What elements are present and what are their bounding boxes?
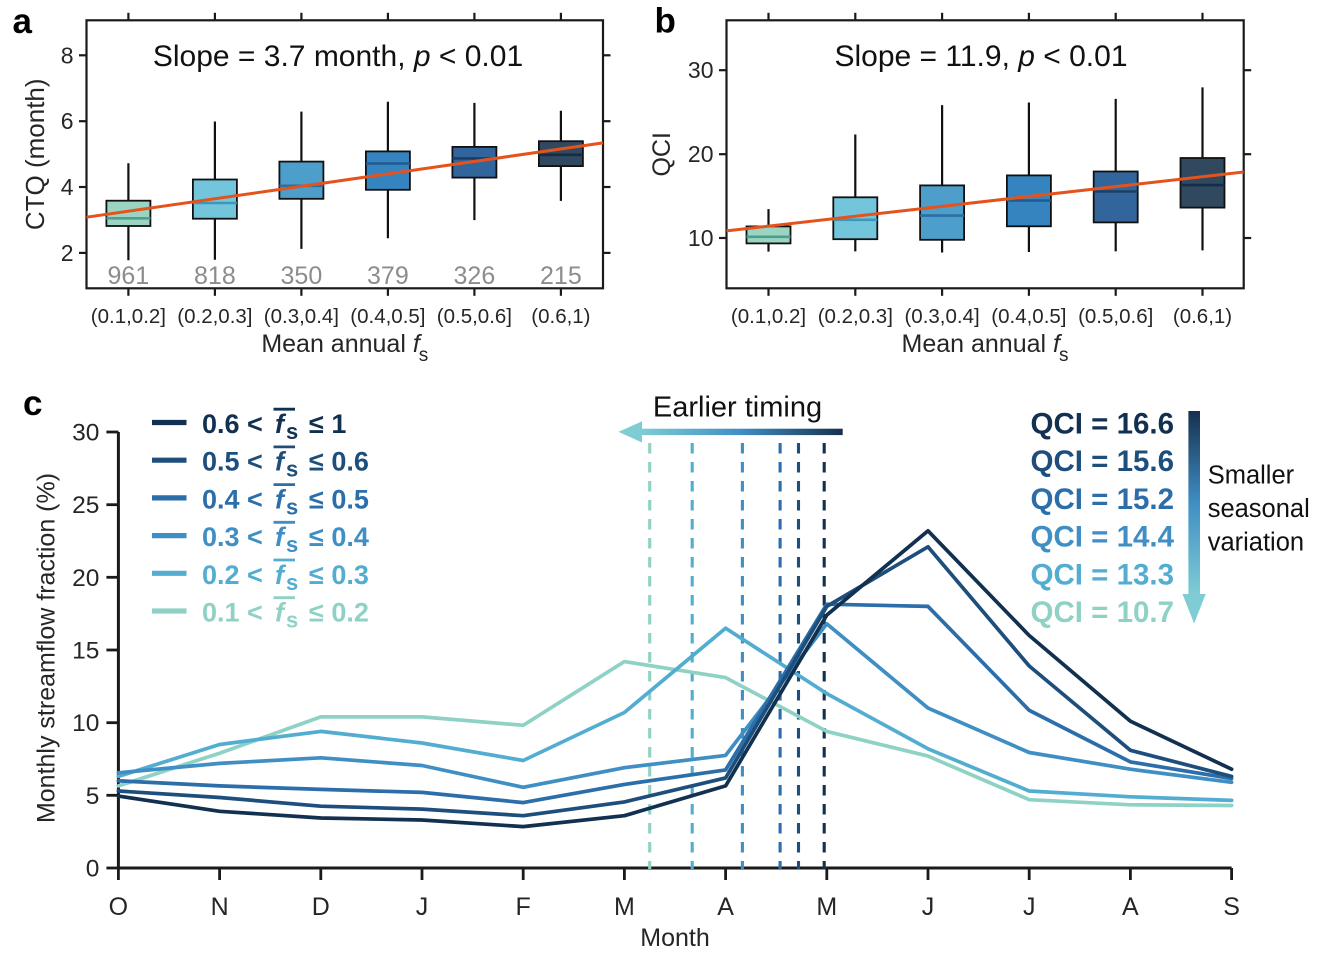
svg-text:(0.4,0.5]: (0.4,0.5] — [991, 305, 1066, 328]
svg-text:326: 326 — [454, 262, 496, 290]
svg-text:30: 30 — [72, 420, 99, 447]
svg-text:(0.5,0.6]: (0.5,0.6] — [1078, 305, 1153, 328]
svg-text:8: 8 — [61, 42, 74, 68]
svg-text:Monthly streamflow fraction (%: Monthly streamflow fraction (%) — [33, 473, 61, 823]
svg-text:4: 4 — [61, 174, 74, 200]
svg-text:215: 215 — [540, 262, 582, 290]
svg-text:variation: variation — [1208, 529, 1304, 557]
svg-text:350: 350 — [281, 262, 323, 290]
svg-text:N: N — [211, 893, 229, 921]
svg-text:b: b — [655, 2, 676, 41]
svg-text:Month: Month — [640, 924, 709, 952]
svg-text:(0.3,0.4]: (0.3,0.4] — [904, 305, 979, 328]
svg-text:A: A — [717, 893, 734, 921]
svg-text:QCI = 15.2: QCI = 15.2 — [1031, 483, 1174, 516]
svg-text:0.4 <fs≤ 0.5: 0.4 < fs ≤ 0.5 — [202, 484, 369, 519]
svg-text:25: 25 — [72, 492, 99, 519]
svg-text:5: 5 — [86, 783, 100, 810]
svg-text:0.1 <fs≤ 0.2: 0.1 < fs ≤ 0.2 — [202, 598, 369, 633]
svg-text:M: M — [614, 893, 635, 921]
svg-text:10: 10 — [72, 710, 99, 737]
svg-text:6: 6 — [61, 108, 74, 134]
svg-text:O: O — [109, 893, 128, 921]
svg-text:(0.4,0.5]: (0.4,0.5] — [350, 305, 425, 328]
svg-text:30: 30 — [688, 57, 714, 83]
svg-text:QCI = 16.6: QCI = 16.6 — [1031, 408, 1174, 441]
svg-text:(0.5,0.6]: (0.5,0.6] — [437, 305, 512, 328]
svg-text:379: 379 — [367, 262, 409, 290]
svg-text:961: 961 — [108, 262, 150, 290]
svg-text:0.3 <fs≤ 0.4: 0.3 < fs ≤ 0.4 — [202, 522, 369, 557]
svg-text:(0.3,0.4]: (0.3,0.4] — [264, 305, 339, 328]
svg-text:QCI = 10.7: QCI = 10.7 — [1031, 596, 1174, 629]
svg-text:A: A — [1122, 893, 1139, 921]
svg-text:S: S — [1223, 893, 1240, 921]
svg-text:QCI = 14.4: QCI = 14.4 — [1031, 521, 1175, 554]
svg-text:QCI = 15.6: QCI = 15.6 — [1031, 445, 1174, 478]
svg-text:a: a — [13, 2, 33, 41]
svg-text:15: 15 — [72, 638, 99, 665]
svg-text:(0.2,0.3]: (0.2,0.3] — [818, 305, 893, 328]
svg-text:10: 10 — [688, 225, 714, 251]
svg-text:J: J — [1023, 893, 1036, 921]
svg-text:F: F — [516, 893, 531, 921]
svg-text:Smaller: Smaller — [1208, 462, 1295, 490]
svg-text:2: 2 — [61, 240, 74, 266]
svg-text:Earlier timing: Earlier timing — [653, 391, 822, 423]
svg-text:seasonal: seasonal — [1208, 495, 1310, 523]
svg-text:(0.6,1): (0.6,1) — [531, 305, 590, 328]
svg-text:20: 20 — [72, 565, 99, 592]
svg-text:D: D — [312, 893, 330, 921]
svg-text:(0.1,0.2]: (0.1,0.2] — [731, 305, 806, 328]
svg-text:20: 20 — [688, 141, 714, 167]
svg-text:c: c — [23, 384, 42, 423]
svg-text:Slope = 3.7 month, p < 0.01: Slope = 3.7 month, p < 0.01 — [153, 40, 523, 73]
svg-text:(0.6,1): (0.6,1) — [1173, 305, 1232, 328]
svg-text:QCI: QCI — [648, 132, 676, 176]
svg-text:Slope = 11.9, p < 0.01: Slope = 11.9, p < 0.01 — [834, 40, 1127, 73]
svg-text:QCI = 13.3: QCI = 13.3 — [1031, 558, 1174, 591]
svg-text:(0.1,0.2]: (0.1,0.2] — [91, 305, 166, 328]
svg-text:M: M — [816, 893, 837, 921]
svg-text:0: 0 — [86, 856, 100, 883]
svg-text:CTQ (month): CTQ (month) — [20, 78, 50, 230]
svg-text:J: J — [416, 893, 429, 921]
svg-text:(0.2,0.3]: (0.2,0.3] — [177, 305, 252, 328]
svg-text:J: J — [922, 893, 935, 921]
svg-text:818: 818 — [194, 262, 236, 290]
svg-text:0.6 <fs≤ 1: 0.6 < fs ≤ 1 — [202, 409, 346, 444]
